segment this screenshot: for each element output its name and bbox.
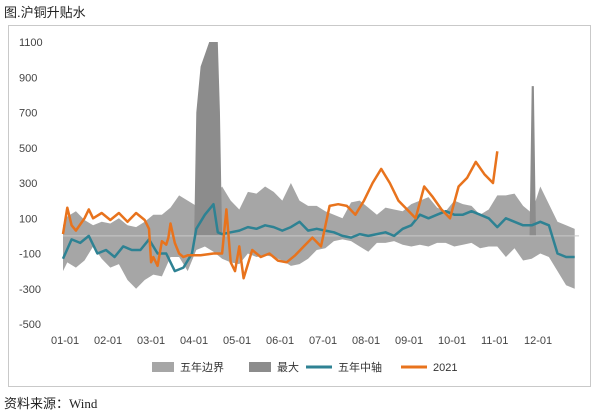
legend-label: 2021 (433, 362, 457, 374)
y-tick-label: 300 (19, 178, 37, 190)
legend-label: 最大 (277, 360, 299, 374)
x-tick-label: 07-01 (309, 335, 337, 347)
x-tick-label: 06-01 (266, 335, 294, 347)
y-tick-label: -500 (19, 319, 41, 331)
y-tick-label: 900 (19, 72, 37, 84)
line-layer (61, 151, 575, 280)
x-tick-label: 09-01 (395, 335, 423, 347)
y-tick-label: 700 (19, 108, 37, 120)
source-note: 资料来源：Wind (4, 396, 98, 411)
chart-title: 图.沪铜升贴水 (4, 5, 86, 20)
y-axis-ticks: -500 -300 -100 100 300 500 700 900 1100 (19, 37, 43, 331)
legend-swatch (152, 362, 174, 372)
x-tick-label: 11-01 (481, 335, 508, 347)
x-tick-label: 10-01 (438, 335, 466, 347)
x-tick-label: 01-01 (51, 335, 79, 347)
y-tick-label: 1100 (19, 37, 43, 49)
y-tick-label: 100 (19, 213, 37, 225)
x-tick-label: 03-01 (137, 335, 165, 347)
line-2021 (61, 151, 499, 280)
x-tick-label: 12-01 (524, 335, 552, 347)
x-tick-label: 02-01 (94, 335, 122, 347)
legend-label: 五年中轴 (338, 360, 382, 374)
x-tick-label: 04-01 (180, 335, 208, 347)
legend: 五年边界 最大 五年中轴 2021 (152, 360, 457, 374)
legend-label: 五年边界 (180, 360, 224, 374)
x-axis-ticks: 01-01 02-01 03-01 04-01 05-01 06-01 07-01 08-01… (51, 335, 552, 347)
chart-frame: -500 -300 -100 100 300 500 700 900 1100 01-01 02-… (8, 25, 591, 387)
x-tick-label: 08-01 (352, 335, 380, 347)
legend-swatch (249, 362, 271, 372)
y-tick-label: -300 (19, 284, 41, 296)
x-tick-label: 05-01 (223, 335, 251, 347)
y-tick-label: 500 (19, 143, 37, 155)
chart-svg: -500 -300 -100 100 300 500 700 900 1100 01-01 02-… (19, 37, 579, 374)
y-tick-label: -100 (19, 249, 41, 261)
